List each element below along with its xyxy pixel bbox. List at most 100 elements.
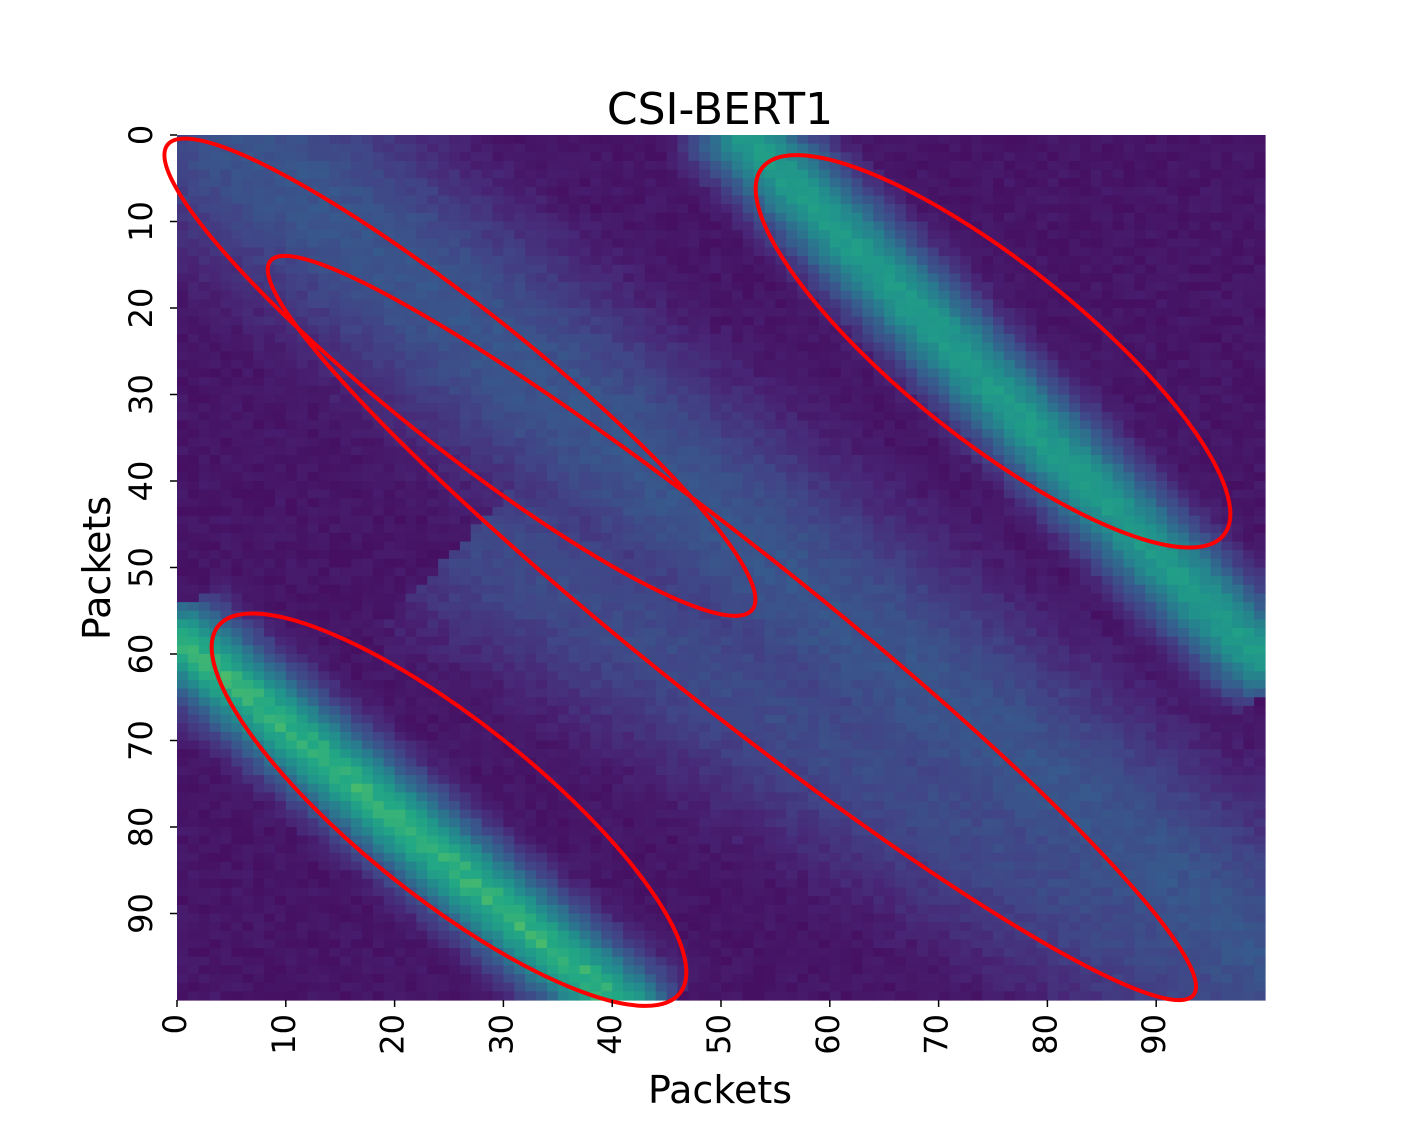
heatmap-cell bbox=[895, 299, 907, 309]
heatmap-cell bbox=[1090, 325, 1103, 335]
heatmap-cell bbox=[1134, 325, 1146, 335]
heatmap-cell bbox=[1232, 498, 1244, 508]
heatmap-cell bbox=[1210, 368, 1223, 378]
heatmap-cell bbox=[1080, 247, 1092, 257]
heatmap-cell bbox=[427, 221, 439, 231]
heatmap-cell bbox=[905, 342, 918, 352]
heatmap-cell bbox=[1058, 359, 1070, 370]
heatmap-cell bbox=[296, 282, 309, 292]
heatmap-cell bbox=[285, 394, 298, 404]
heatmap-cell bbox=[993, 455, 1005, 465]
heatmap-cell bbox=[340, 524, 352, 534]
heatmap-cell bbox=[742, 212, 755, 223]
heatmap-cell bbox=[394, 403, 407, 413]
heatmap-cell bbox=[797, 489, 809, 499]
heatmap-cell bbox=[797, 411, 809, 422]
heatmap-cell bbox=[1188, 558, 1201, 569]
heatmap-cell bbox=[644, 558, 657, 569]
heatmap-cell bbox=[383, 282, 396, 292]
heatmap-cell bbox=[851, 558, 864, 569]
heatmap-cell bbox=[383, 212, 396, 223]
heatmap-cell bbox=[340, 481, 352, 491]
heatmap-cell bbox=[949, 437, 961, 447]
heatmap-cell bbox=[1069, 437, 1081, 447]
heatmap-cell bbox=[721, 368, 733, 378]
heatmap-cell bbox=[1188, 290, 1201, 300]
heatmap-cell bbox=[666, 342, 679, 352]
heatmap-cell bbox=[1003, 351, 1016, 361]
heatmap-cell bbox=[688, 472, 700, 482]
heatmap-cell bbox=[579, 256, 592, 266]
heatmap-cell bbox=[1232, 385, 1244, 396]
heatmap-cell bbox=[666, 541, 679, 551]
heatmap-cell bbox=[775, 290, 787, 300]
heatmap-cell bbox=[797, 143, 809, 153]
heatmap-cell bbox=[329, 221, 341, 231]
heatmap-cell bbox=[1177, 385, 1190, 396]
heatmap-cell bbox=[1210, 359, 1223, 370]
heatmap-cell bbox=[916, 385, 929, 396]
heatmap-cell bbox=[786, 143, 798, 153]
heatmap-cell bbox=[710, 394, 722, 404]
heatmap-cell bbox=[514, 455, 526, 465]
heatmap-cell bbox=[361, 515, 374, 525]
heatmap-cell bbox=[601, 325, 613, 335]
heatmap-cell bbox=[916, 135, 929, 145]
heatmap-cell bbox=[601, 515, 613, 525]
heatmap-cell bbox=[1243, 472, 1255, 482]
heatmap-cell bbox=[993, 152, 1005, 162]
heatmap-cell bbox=[1221, 195, 1233, 205]
heatmap-cell bbox=[797, 204, 809, 214]
heatmap-cell bbox=[1003, 316, 1016, 326]
heatmap-cell bbox=[764, 524, 776, 534]
heatmap-cell bbox=[438, 238, 450, 249]
heatmap-cell bbox=[1058, 264, 1070, 274]
heatmap-cell bbox=[514, 385, 526, 396]
heatmap-cell bbox=[601, 195, 613, 205]
heatmap-cell bbox=[655, 169, 668, 179]
heatmap-cell bbox=[612, 273, 624, 283]
heatmap-cell bbox=[960, 429, 972, 439]
heatmap-cell bbox=[655, 186, 668, 197]
heatmap-cell bbox=[514, 169, 526, 179]
heatmap-cell bbox=[797, 463, 809, 473]
heatmap-cell bbox=[492, 351, 504, 361]
heatmap-cell bbox=[786, 178, 798, 188]
heatmap-cell bbox=[546, 221, 559, 231]
heatmap-cell bbox=[993, 135, 1005, 145]
heatmap-cell bbox=[1080, 325, 1092, 335]
heatmap-cell bbox=[1177, 247, 1190, 257]
heatmap-cell bbox=[361, 212, 374, 223]
heatmap-cell bbox=[177, 238, 189, 249]
heatmap-cell bbox=[1177, 204, 1190, 214]
heatmap-cell bbox=[644, 532, 657, 543]
heatmap-cell bbox=[307, 316, 320, 326]
heatmap-cell bbox=[829, 394, 842, 404]
heatmap-cell bbox=[623, 532, 635, 543]
heatmap-cell bbox=[1145, 455, 1157, 465]
heatmap-cell bbox=[1014, 377, 1027, 387]
heatmap-cell bbox=[372, 498, 385, 508]
heatmap-cell bbox=[416, 282, 428, 292]
heatmap-cell bbox=[503, 247, 515, 257]
heatmap-cell bbox=[590, 411, 602, 422]
heatmap-cell bbox=[764, 282, 776, 292]
heatmap-cell bbox=[361, 316, 374, 326]
heatmap-cell bbox=[710, 385, 722, 396]
heatmap-cell bbox=[351, 256, 363, 266]
heatmap-cell bbox=[862, 558, 874, 569]
heatmap-cell bbox=[1188, 437, 1201, 447]
heatmap-cell bbox=[383, 273, 396, 283]
heatmap-cell bbox=[742, 282, 755, 292]
heatmap-cell bbox=[590, 524, 602, 534]
heatmap-cell bbox=[470, 515, 483, 525]
heatmap-cell bbox=[1003, 204, 1016, 214]
heatmap-cell bbox=[633, 143, 646, 153]
heatmap-cell bbox=[579, 472, 592, 482]
heatmap-cell bbox=[416, 299, 428, 309]
heatmap-cell bbox=[1232, 550, 1244, 560]
heatmap-cell bbox=[1090, 359, 1103, 370]
heatmap-cell bbox=[405, 541, 417, 551]
heatmap-cell bbox=[340, 472, 352, 482]
heatmap-cell bbox=[1090, 333, 1103, 344]
